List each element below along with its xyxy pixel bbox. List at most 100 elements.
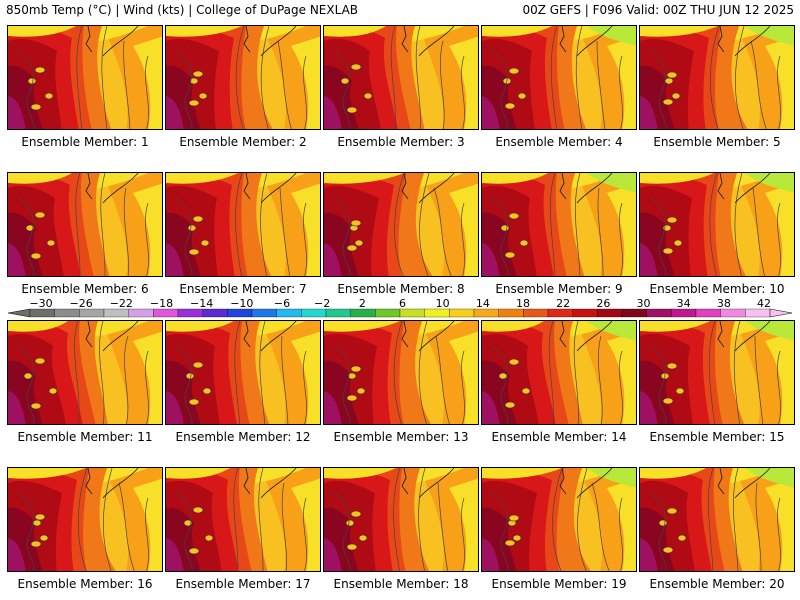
colorbar-swatch — [498, 308, 524, 318]
colorbar-tick-label: −22 — [109, 297, 133, 310]
colorbar-swatch — [54, 308, 80, 318]
colorbar-swatch — [449, 308, 475, 318]
colorbar-swatch — [177, 308, 203, 318]
temperature-map-1 — [8, 26, 162, 129]
colorbar-tick-label: 38 — [716, 297, 731, 310]
ensemble-panel-11 — [7, 320, 163, 425]
colorbar-tick-label: 30 — [636, 297, 651, 310]
ensemble-caption-19: Ensemble Member: 19 — [491, 577, 627, 591]
colorbar-swatch — [79, 308, 105, 318]
ensemble-panel-7 — [165, 172, 321, 277]
colorbar-swatch — [597, 308, 623, 318]
colorbar-tick-label: 18 — [516, 297, 530, 310]
chart-title: 850mb Temp (°C) | Wind (kts) | College o… — [6, 3, 359, 17]
colorbar-tick-label: 26 — [596, 297, 611, 310]
ensemble-caption-17: Ensemble Member: 17 — [175, 577, 311, 591]
colorbar-swatch — [523, 308, 549, 318]
ensemble-caption-3: Ensemble Member: 3 — [337, 135, 465, 149]
colorbar-tick-label: −2 — [314, 297, 331, 310]
ensemble-caption-5: Ensemble Member: 5 — [653, 135, 781, 149]
ensemble-caption-16: Ensemble Member: 16 — [17, 577, 153, 591]
colorbar-max-arrow — [769, 308, 792, 318]
colorbar-swatch — [227, 308, 253, 318]
ensemble-panel-16 — [7, 467, 163, 572]
colorbar-swatch — [671, 308, 697, 318]
temperature-map-19 — [482, 468, 636, 571]
colorbar-tick-label: 34 — [676, 297, 691, 310]
temperature-map-9 — [482, 173, 636, 276]
ensemble-panel-15 — [639, 320, 795, 425]
ensemble-panel-10 — [639, 172, 795, 277]
ensemble-caption-4: Ensemble Member: 4 — [495, 135, 623, 149]
ensemble-panel-12 — [165, 320, 321, 425]
colorbar-swatch — [103, 308, 129, 318]
ensemble-caption-12: Ensemble Member: 12 — [175, 430, 311, 444]
ensemble-panel-3 — [323, 25, 479, 130]
colorbar-swatch — [572, 308, 598, 318]
run-valid-time: 00Z GEFS | F096 Valid: 00Z THU JUN 12 20… — [522, 3, 794, 17]
colorbar-tick-label: 6 — [399, 297, 406, 310]
ensemble-panel-18 — [323, 467, 479, 572]
colorbar-swatch — [301, 308, 327, 318]
colorbar-swatch — [399, 308, 425, 318]
temperature-map-6 — [8, 173, 162, 276]
ensemble-panel-19 — [481, 467, 637, 572]
ensemble-caption-9: Ensemble Member: 9 — [495, 282, 623, 296]
temperature-map-13 — [324, 321, 478, 424]
ensemble-panel-4 — [481, 25, 637, 130]
colorbar-swatch — [325, 308, 351, 318]
colorbar-tick-label: −30 — [29, 297, 53, 310]
temperature-map-18 — [324, 468, 478, 571]
temperature-map-11 — [8, 321, 162, 424]
ensemble-panel-2 — [165, 25, 321, 130]
ensemble-panel-1 — [7, 25, 163, 130]
colorbar-tick-label: 22 — [556, 297, 571, 310]
ensemble-caption-13: Ensemble Member: 13 — [333, 430, 469, 444]
colorbar-swatch — [350, 308, 376, 318]
temperature-map-4 — [482, 26, 636, 129]
colorbar-tick-label: −26 — [69, 297, 93, 310]
colorbar-tick-label: 10 — [435, 297, 450, 310]
ensemble-panel-5 — [639, 25, 795, 130]
colorbar-swatch — [424, 308, 450, 318]
temperature-map-17 — [166, 468, 320, 571]
colorbar-swatch — [276, 308, 302, 318]
colorbar-swatch — [720, 308, 746, 318]
colorbar-min-arrow — [8, 308, 31, 318]
ensemble-panel-17 — [165, 467, 321, 572]
colorbar-swatch — [251, 308, 277, 318]
ensemble-caption-6: Ensemble Member: 6 — [21, 282, 149, 296]
ensemble-panel-6 — [7, 172, 163, 277]
colorbar-tick-label: −10 — [230, 297, 254, 310]
ensemble-caption-10: Ensemble Member: 10 — [649, 282, 785, 296]
colorbar-swatch — [473, 308, 499, 318]
colorbar-tick-label: 42 — [757, 297, 771, 310]
colorbar-swatch — [695, 308, 721, 318]
colorbar-swatch — [128, 308, 154, 318]
colorbar-tick-label: −14 — [190, 297, 214, 310]
ensemble-caption-11: Ensemble Member: 11 — [17, 430, 153, 444]
colorbar-tick-label: 14 — [475, 297, 490, 310]
colorbar-swatch — [547, 308, 573, 318]
ensemble-caption-1: Ensemble Member: 1 — [21, 135, 149, 149]
colorbar-swatch — [153, 308, 179, 318]
ensemble-panel-9 — [481, 172, 637, 277]
colorbar-swatch — [646, 308, 672, 318]
temperature-map-2 — [166, 26, 320, 129]
colorbar-tick-label: −18 — [149, 297, 174, 310]
ensemble-panel-13 — [323, 320, 479, 425]
temperature-map-10 — [640, 173, 794, 276]
ensemble-panel-14 — [481, 320, 637, 425]
colorbar-swatch — [375, 308, 401, 318]
colorbar-tick-label: 2 — [358, 297, 366, 310]
ensemble-caption-15: Ensemble Member: 15 — [649, 430, 785, 444]
ensemble-caption-14: Ensemble Member: 14 — [491, 430, 627, 444]
temperature-map-15 — [640, 321, 794, 424]
ensemble-caption-2: Ensemble Member: 2 — [179, 135, 307, 149]
temperature-colorbar — [8, 308, 792, 318]
temperature-map-7 — [166, 173, 320, 276]
colorbar-swatch — [621, 308, 647, 318]
colorbar-swatch — [745, 308, 771, 318]
temperature-map-3 — [324, 26, 478, 129]
temperature-map-8 — [324, 173, 478, 276]
